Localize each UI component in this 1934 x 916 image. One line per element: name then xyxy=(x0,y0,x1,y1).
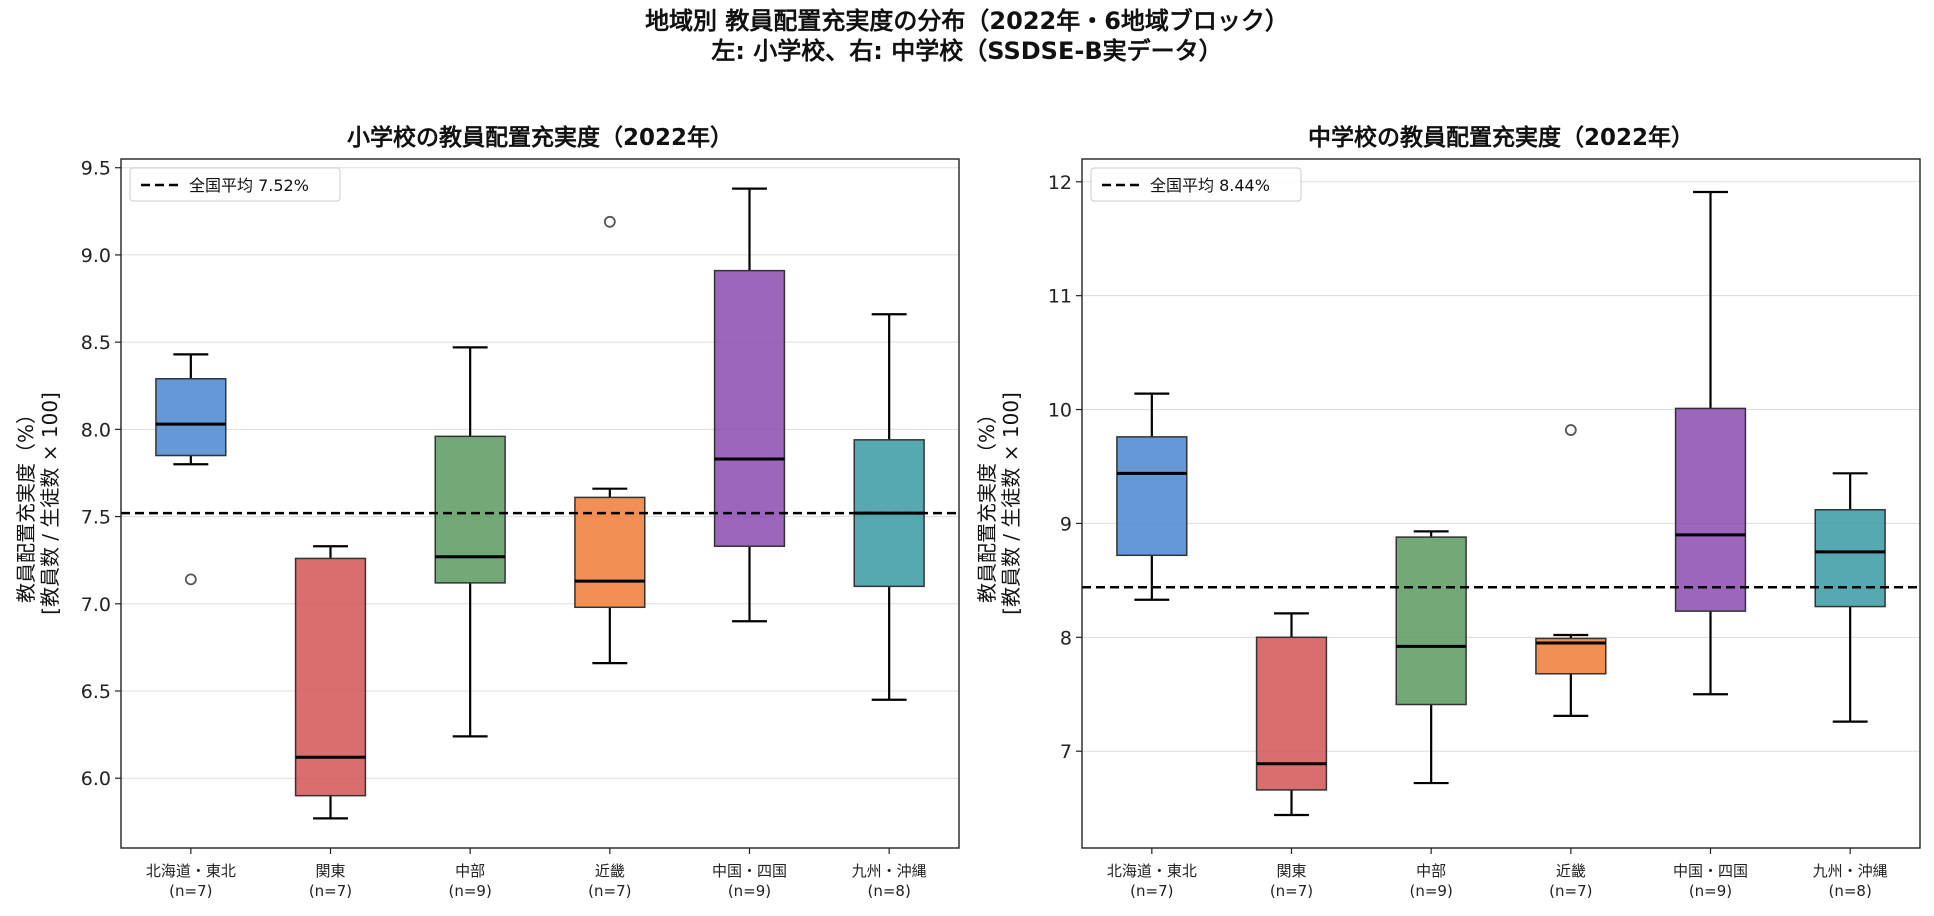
x-tick-label: 中部 xyxy=(1416,862,1446,880)
x-tick-label: 九州・沖縄 xyxy=(1813,862,1888,880)
x-tick-count: (n=8) xyxy=(1829,882,1872,900)
plot-frame xyxy=(120,158,960,849)
iqr-box xyxy=(1395,536,1467,706)
y-tick-label: 10 xyxy=(1048,400,1072,422)
figure-title-line1: 地域別 教員配置充実度の分布（2022年・6地域ブロック） xyxy=(645,7,1289,35)
panel-title: 小学校の教員配置充実度（2022年） xyxy=(347,124,733,151)
iqr-box xyxy=(294,557,367,797)
x-tick-count: (n=8) xyxy=(868,882,911,900)
y-axis-label-line2: [教員数 / 生徒数 × 100] xyxy=(38,392,62,615)
plot-area xyxy=(1082,159,1920,848)
box-3 xyxy=(1395,530,1467,785)
box-4 xyxy=(1535,424,1607,717)
iqr-box xyxy=(434,435,506,584)
x-tick-count: (n=9) xyxy=(1410,882,1453,900)
box-6 xyxy=(1814,472,1886,723)
x-tick-label: 関東 xyxy=(315,862,345,880)
iqr-box xyxy=(155,378,227,457)
legend-label: 全国平均 7.52% xyxy=(189,176,309,195)
box-3 xyxy=(434,346,506,738)
iqr-box xyxy=(713,269,786,547)
iqr-box xyxy=(1674,407,1747,612)
y-axis-label-line1: 教員配置充実度（%） xyxy=(14,404,38,603)
x-tick-count: (n=9) xyxy=(728,882,771,900)
x-tick-label: 北海道・東北 xyxy=(146,862,236,880)
iqr-box xyxy=(574,496,646,609)
x-tick-count: (n=7) xyxy=(1549,882,1592,900)
y-tick-label: 12 xyxy=(1048,172,1072,194)
y-tick-label: 9.0 xyxy=(81,245,111,267)
x-tick-label: 中国・四国 xyxy=(1673,862,1748,880)
iqr-box xyxy=(1255,636,1328,791)
outlier-point xyxy=(603,215,616,228)
x-tick-count: (n=7) xyxy=(1130,882,1173,900)
box-2 xyxy=(294,545,367,820)
x-tick-count: (n=7) xyxy=(588,882,631,900)
x-tick-count: (n=9) xyxy=(1689,882,1732,900)
x-tick-label: 北海道・東北 xyxy=(1107,862,1197,880)
box-5 xyxy=(713,187,786,623)
y-axis-label-line1: 教員配置充実度（%） xyxy=(975,404,999,603)
y-axis-label: 教員配置充実度（%） [教員数 / 生徒数 × 100] xyxy=(14,392,62,615)
y-tick-label: 9 xyxy=(1060,513,1072,535)
y-tick-label: 11 xyxy=(1048,286,1072,308)
figure-title: 地域別 教員配置充実度の分布（2022年・6地域ブロック） 左: 小学校、右: … xyxy=(0,6,1934,66)
x-tick-count: (n=7) xyxy=(1270,882,1313,900)
x-tick-label: 九州・沖縄 xyxy=(852,862,927,880)
y-axis-label-line2: [教員数 / 生徒数 × 100] xyxy=(999,392,1023,615)
box-1 xyxy=(1116,392,1188,601)
y-axis-label: 教員配置充実度（%） [教員数 / 生徒数 × 100] xyxy=(975,392,1023,615)
y-tick-label: 6.5 xyxy=(81,681,111,703)
box-1 xyxy=(155,353,227,586)
plot-area xyxy=(121,159,959,848)
legend-label: 全国平均 8.44% xyxy=(1150,176,1270,195)
figure-title-line2: 左: 小学校、右: 中学校（SSDSE-B実データ） xyxy=(711,37,1223,65)
y-tick-label: 7.0 xyxy=(81,594,111,616)
x-tick-count: (n=7) xyxy=(309,882,352,900)
box-4 xyxy=(574,215,646,665)
legend-box xyxy=(129,167,341,202)
box-2 xyxy=(1255,612,1328,817)
y-tick-label: 9.5 xyxy=(81,158,111,180)
x-tick-count: (n=9) xyxy=(449,882,492,900)
x-tick-label: 近畿 xyxy=(1556,862,1586,880)
x-tick-label: 中部 xyxy=(455,862,485,880)
panel-title: 中学校の教員配置充実度（2022年） xyxy=(1308,124,1694,151)
iqr-box xyxy=(1814,509,1886,608)
chart-panel-junior-high: 7 8 9 10 11 12 北海道・東北 (n=7) 関東 (n=7) 中部 (n=9) 近畿 (n=7… xyxy=(975,124,1921,900)
legend: 全国平均 7.52% xyxy=(129,167,341,202)
legend: 全国平均 8.44% xyxy=(1090,167,1302,202)
y-tick-label: 8 xyxy=(1060,627,1072,649)
x-tick-count: (n=7) xyxy=(169,882,212,900)
y-tick-label: 8.5 xyxy=(81,332,111,354)
y-tick-label: 8.0 xyxy=(81,419,111,441)
outlier-point xyxy=(184,573,197,586)
legend-box xyxy=(1090,167,1302,202)
outlier-point xyxy=(1564,424,1577,436)
plot-frame xyxy=(1081,158,1921,849)
y-tick-label: 7.5 xyxy=(81,507,111,529)
x-tick-label: 中国・四国 xyxy=(712,862,787,880)
iqr-box xyxy=(1116,436,1188,557)
x-tick-label: 近畿 xyxy=(595,862,625,880)
chart-panel-elementary: 6.0 6.5 7.0 7.5 8.0 8.5 9.0 9.5 北海道・東北 (n=7) 関東 (n=… xyxy=(14,124,960,900)
box-5 xyxy=(1674,190,1747,696)
y-tick-label: 6.0 xyxy=(81,768,111,790)
y-tick-label: 7 xyxy=(1060,741,1072,763)
x-tick-label: 関東 xyxy=(1276,862,1306,880)
